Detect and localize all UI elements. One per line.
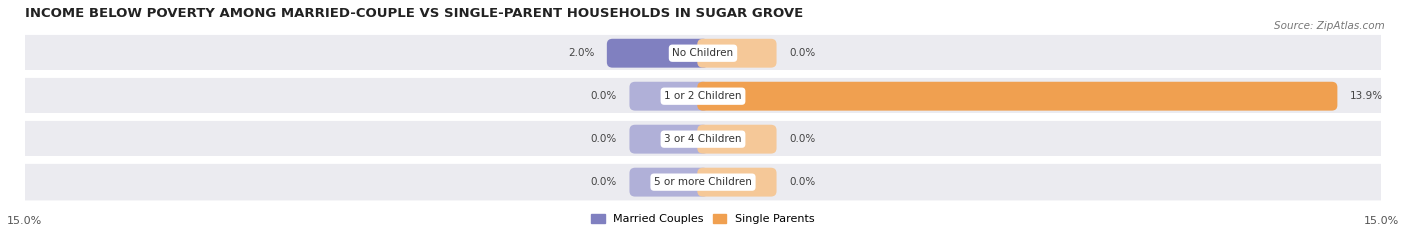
Text: 0.0%: 0.0%	[789, 48, 815, 58]
FancyBboxPatch shape	[697, 39, 776, 68]
Text: 0.0%: 0.0%	[591, 134, 617, 144]
Text: Source: ZipAtlas.com: Source: ZipAtlas.com	[1274, 21, 1385, 31]
Text: 13.9%: 13.9%	[1350, 91, 1384, 101]
FancyBboxPatch shape	[630, 125, 709, 154]
Text: 0.0%: 0.0%	[789, 177, 815, 187]
FancyBboxPatch shape	[24, 121, 1382, 158]
Legend: Married Couples, Single Parents: Married Couples, Single Parents	[589, 212, 817, 227]
Text: 2.0%: 2.0%	[568, 48, 595, 58]
Text: 1 or 2 Children: 1 or 2 Children	[664, 91, 742, 101]
Text: 3 or 4 Children: 3 or 4 Children	[664, 134, 742, 144]
Text: 0.0%: 0.0%	[591, 91, 617, 101]
FancyBboxPatch shape	[607, 39, 709, 68]
FancyBboxPatch shape	[697, 168, 776, 197]
FancyBboxPatch shape	[630, 82, 709, 111]
FancyBboxPatch shape	[24, 78, 1382, 114]
Text: INCOME BELOW POVERTY AMONG MARRIED-COUPLE VS SINGLE-PARENT HOUSEHOLDS IN SUGAR G: INCOME BELOW POVERTY AMONG MARRIED-COUPL…	[24, 7, 803, 20]
FancyBboxPatch shape	[630, 168, 709, 197]
FancyBboxPatch shape	[697, 82, 1337, 111]
FancyBboxPatch shape	[24, 35, 1382, 72]
Text: 0.0%: 0.0%	[591, 177, 617, 187]
FancyBboxPatch shape	[697, 125, 776, 154]
Text: 0.0%: 0.0%	[789, 134, 815, 144]
FancyBboxPatch shape	[24, 164, 1382, 200]
Text: 5 or more Children: 5 or more Children	[654, 177, 752, 187]
Text: No Children: No Children	[672, 48, 734, 58]
